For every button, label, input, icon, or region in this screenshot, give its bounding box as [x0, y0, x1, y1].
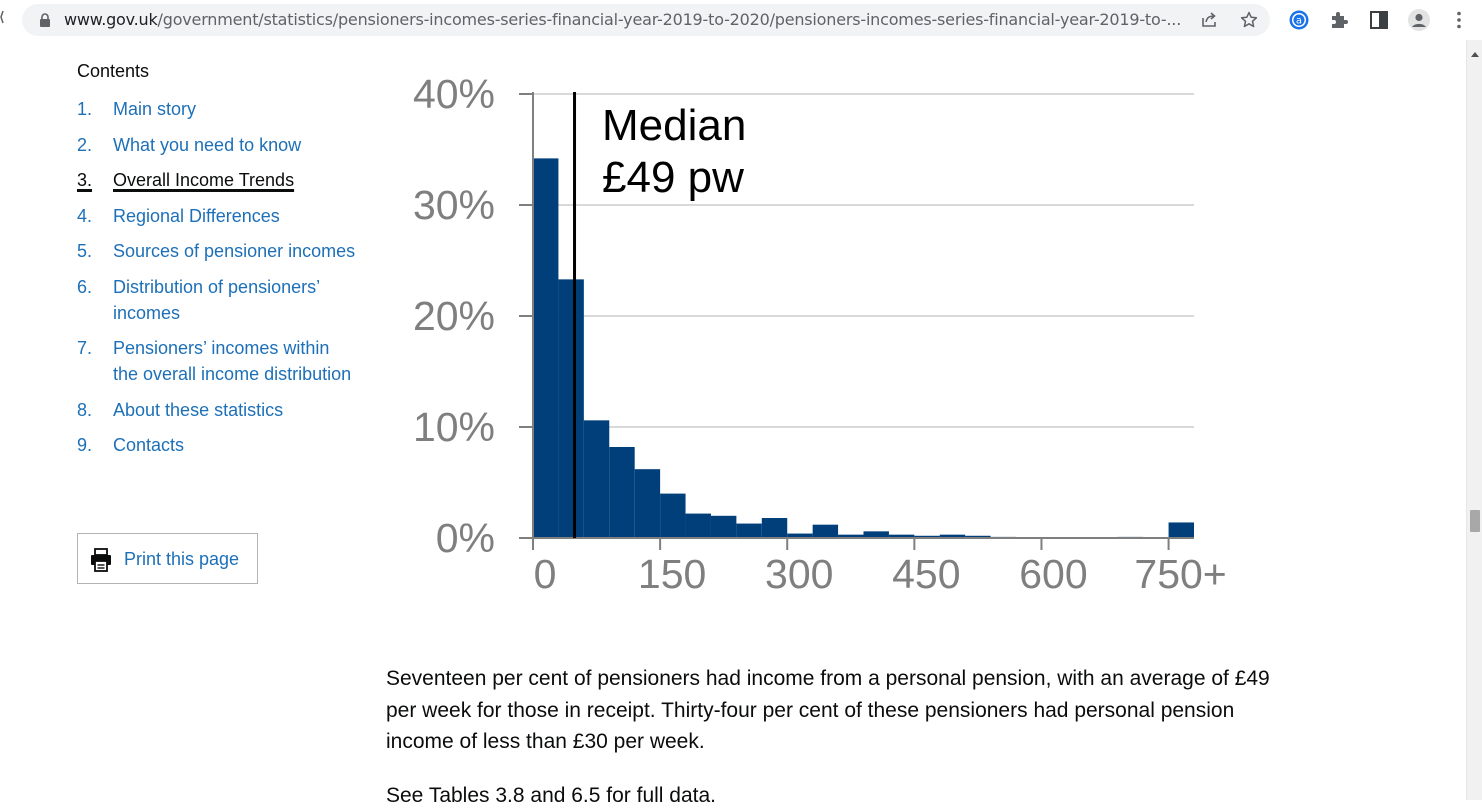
- browser-toolbar: www.gov.uk/government/statistics/pension…: [0, 0, 1482, 40]
- more-menu-icon[interactable]: [1448, 9, 1470, 31]
- x-tick-label: 450: [892, 551, 960, 597]
- print-page-label: Print this page: [124, 549, 240, 569]
- histogram-bar: [965, 535, 991, 538]
- contents-item[interactable]: 5. Sources of pensioner incomes: [77, 238, 357, 264]
- contents-item-number: 1.: [77, 99, 93, 119]
- address-bar[interactable]: www.gov.uk/government/statistics/pension…: [22, 4, 1270, 36]
- url-host: www.gov.uk: [64, 11, 158, 29]
- contents-heading: Contents: [77, 61, 150, 81]
- contents-item-link[interactable]: Sources of pensioner incomes: [113, 241, 356, 261]
- histogram-bar: [939, 534, 966, 538]
- histogram-bar: [660, 493, 686, 538]
- histogram-bar: [812, 524, 839, 538]
- histogram-bar: [609, 446, 635, 538]
- histogram-bar: [736, 523, 762, 538]
- contents-item[interactable]: 3. Overall Income Trends: [77, 167, 357, 193]
- x-tick-label: 600: [1019, 551, 1087, 597]
- histogram-bar: [761, 518, 788, 538]
- histogram-bar: [838, 534, 864, 538]
- contents-item-number: 9.: [77, 435, 93, 455]
- contents-item-link[interactable]: Contacts: [113, 435, 185, 455]
- contents-list: 1. Main story 2. What you need to know 3. Ove…: [77, 96, 357, 468]
- scroll-thumb[interactable]: [1470, 510, 1480, 532]
- x-tick-label: 750+: [1134, 551, 1226, 597]
- contents-item[interactable]: 8. About these statistics: [77, 397, 357, 423]
- y-tick-label: 10%: [413, 404, 495, 450]
- body-paragraph: Seventeen per cent of pensioners had inc…: [386, 667, 1270, 753]
- contents-item-number: 3.: [77, 170, 93, 190]
- url-text[interactable]: www.gov.uk/government/statistics/pension…: [64, 11, 1184, 29]
- histogram-bar: [558, 279, 584, 538]
- histogram-bar: [685, 513, 711, 538]
- contents-item-link[interactable]: Distribution of pensioners’ incomes: [113, 276, 320, 323]
- see-tables-text: See Tables 3.8 and 6.5 for full data.: [386, 784, 717, 807]
- y-tick-label: 20%: [413, 293, 495, 339]
- y-tick-label: 30%: [413, 182, 495, 228]
- printer-icon: [91, 548, 111, 572]
- contents-item[interactable]: 7. Pensioners’ incomes within the overall…: [77, 335, 357, 387]
- profile-avatar-icon[interactable]: [1408, 9, 1430, 31]
- bookmark-star-icon[interactable]: [1240, 11, 1258, 29]
- histogram-bar: [710, 515, 737, 538]
- contents-item-number: 6.: [77, 276, 93, 297]
- extensions-puzzle-icon[interactable]: [1328, 9, 1350, 31]
- share-icon[interactable]: [1200, 11, 1218, 29]
- x-tick-label: 150: [638, 551, 706, 597]
- contents-item[interactable]: 1. Main story: [77, 96, 357, 122]
- contents-item-link[interactable]: Pensioners’ incomes within the overall i…: [113, 338, 352, 384]
- contents-item-number: 8.: [77, 399, 93, 420]
- histogram-bar: [787, 533, 813, 538]
- histogram-bar: [888, 534, 915, 538]
- histogram-bar: [1168, 522, 1194, 538]
- contents-item[interactable]: 2. What you need to know: [77, 132, 357, 158]
- histogram-bar: [533, 158, 559, 538]
- contents-item[interactable]: 4. Regional Differences: [77, 203, 357, 229]
- median-annotation: Median: [602, 101, 746, 150]
- svg-text:a: a: [1296, 16, 1302, 27]
- side-panel-icon[interactable]: [1368, 9, 1390, 31]
- contents-item-number: 4.: [77, 205, 93, 226]
- scroll-up-arrow-icon[interactable]: [1471, 52, 1479, 57]
- extension-a-icon[interactable]: a: [1288, 9, 1310, 31]
- y-tick-label: 40%: [413, 71, 495, 117]
- contents-item-number: 7.: [77, 338, 93, 358]
- url-path: /government/statistics/pensioners-income…: [157, 11, 1182, 29]
- back-arrow-fragment-icon[interactable]: [0, 10, 4, 24]
- personal-pension-income-histogram: 0% 10% 20% 30% 40% 0 150 300 450 600 750+ Median£49…: [413, 71, 1227, 597]
- contents-item-link[interactable]: What you need to know: [113, 134, 302, 155]
- contents-item-link[interactable]: Overall Income Trends: [113, 170, 295, 190]
- contents-item[interactable]: 9. Contacts: [77, 432, 357, 458]
- histogram-bar: [863, 531, 889, 538]
- contents-item-link[interactable]: Regional Differences: [113, 205, 280, 226]
- median-annotation: £49 pw: [602, 153, 744, 202]
- print-page-button[interactable]: Print this page: [77, 533, 258, 584]
- page-scrollbar[interactable]: [1466, 40, 1482, 800]
- y-tick-label: 0%: [436, 515, 495, 561]
- histogram-bar: [914, 535, 940, 538]
- lock-icon[interactable]: [38, 13, 52, 27]
- contents-item-number: 2.: [77, 134, 93, 155]
- contents-item-link[interactable]: Main story: [113, 99, 197, 119]
- histogram-bar: [583, 420, 610, 538]
- contents-item-number: 5.: [77, 241, 93, 261]
- histogram-bar: [634, 469, 661, 538]
- x-tick-label: 300: [765, 551, 833, 597]
- contents-item[interactable]: 6. Distribution of pensioners’ incomes: [77, 274, 357, 326]
- x-tick-label: 0: [534, 551, 557, 597]
- contents-item-link[interactable]: About these statistics: [113, 399, 284, 420]
